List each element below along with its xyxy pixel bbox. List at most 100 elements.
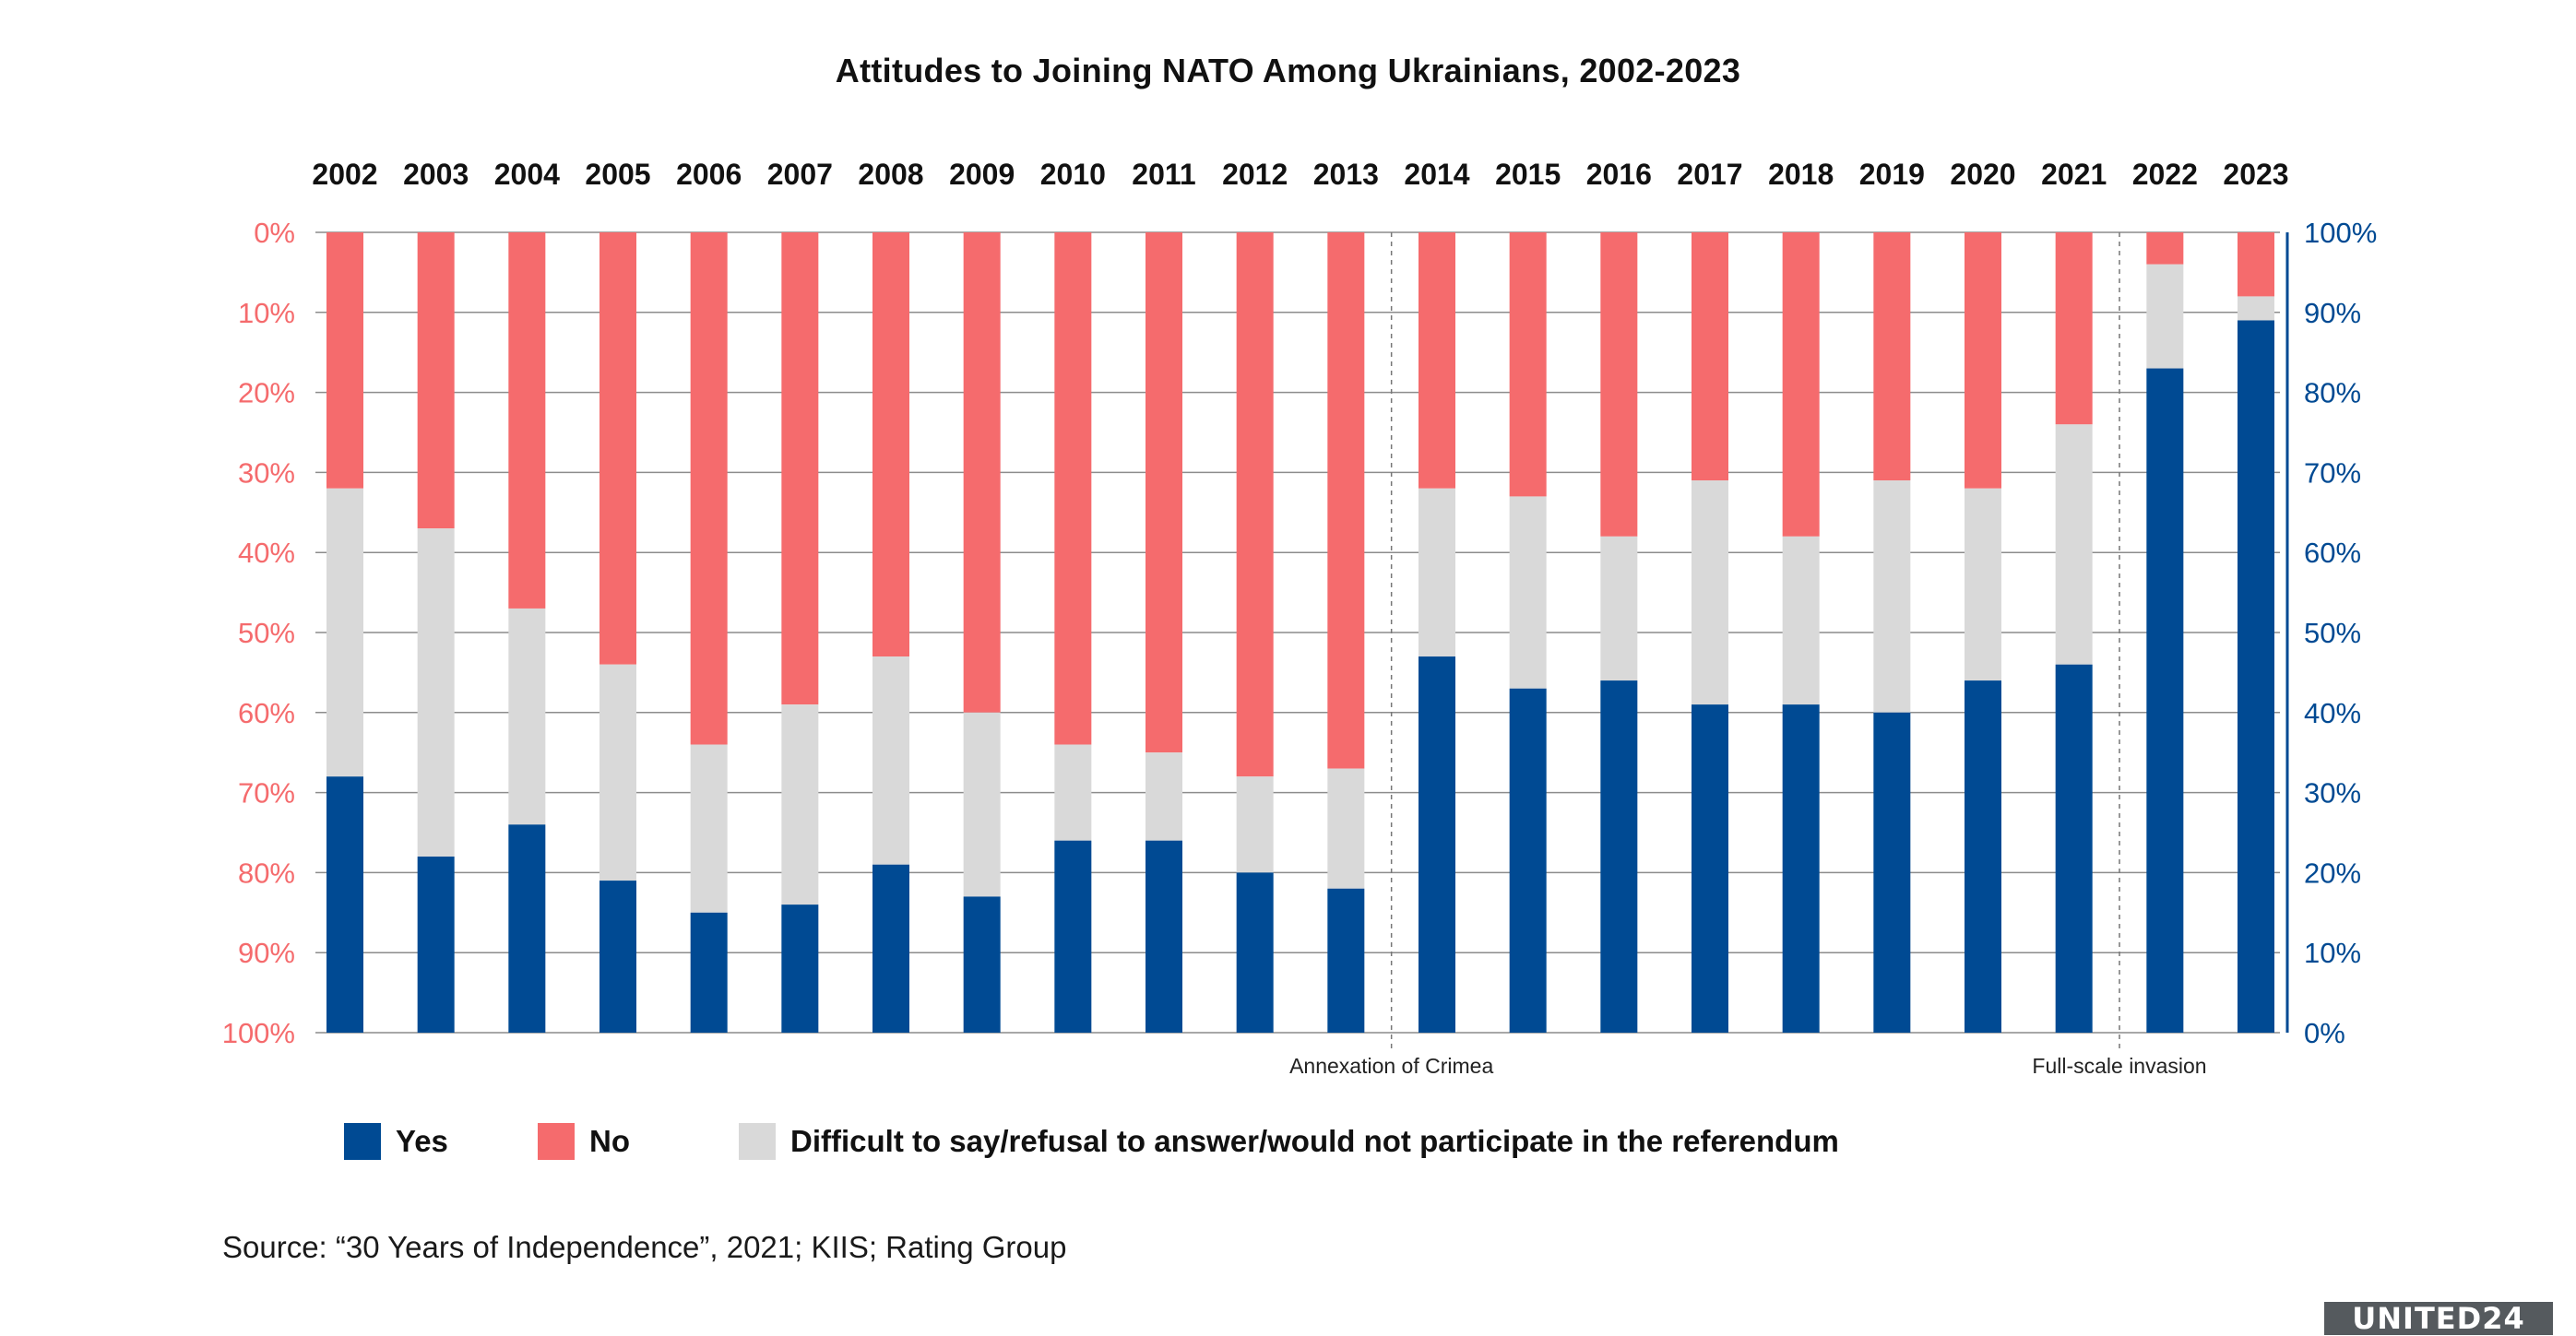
bar-no xyxy=(1146,232,1182,753)
left-axis-tick-label: 70% xyxy=(238,777,295,810)
x-axis-year-label: 2020 xyxy=(1950,158,2015,191)
annotation-label: Annexation of Crimea xyxy=(1289,1054,1493,1078)
right-axis-tick-label: 30% xyxy=(2304,777,2361,810)
bar-difficult xyxy=(1965,488,2001,681)
bar-difficult xyxy=(1600,536,1638,681)
bar-difficult xyxy=(1509,496,1547,689)
bar-no xyxy=(326,232,363,489)
left-axis-tick-label: 50% xyxy=(238,617,295,649)
right-axis-tick-label: 60% xyxy=(2304,537,2361,569)
legend-item-difficult: Difficult to say/refusal to answer/would… xyxy=(739,1121,1839,1162)
bar-difficult xyxy=(1054,744,1092,841)
legend-swatch-difficult xyxy=(739,1123,776,1160)
bar-difficult xyxy=(1419,488,1455,657)
x-axis-year-label: 2023 xyxy=(2223,158,2288,191)
x-axis-year-label: 2012 xyxy=(1222,158,1288,191)
right-axis-tick-label: 0% xyxy=(2304,1017,2345,1049)
left-axis-tick-label: 90% xyxy=(238,937,295,969)
bar-yes xyxy=(326,776,363,1033)
right-axis-tick-label: 40% xyxy=(2304,697,2361,729)
bar-difficult xyxy=(417,528,455,857)
right-axis-tick-label: 10% xyxy=(2304,937,2361,969)
bar-difficult xyxy=(599,664,636,881)
legend-item-yes: Yes xyxy=(344,1121,448,1162)
bar-no xyxy=(873,232,909,657)
bar-yes xyxy=(2146,368,2184,1033)
x-axis-year-label: 2018 xyxy=(1768,158,1834,191)
left-axis-tick-label: 40% xyxy=(238,537,295,569)
bar-yes xyxy=(1146,840,1182,1033)
bar-no xyxy=(690,232,728,745)
bar-yes xyxy=(1965,680,2001,1033)
left-axis-tick-label: 0% xyxy=(254,217,295,249)
bar-difficult xyxy=(1146,752,1182,841)
right-axis-tick-label: 90% xyxy=(2304,297,2361,329)
bar-no xyxy=(1419,232,1455,489)
bar-yes xyxy=(2055,664,2093,1033)
x-axis-year-label: 2016 xyxy=(1586,158,1652,191)
right-axis-tick-label: 70% xyxy=(2304,456,2361,489)
x-axis-year-label: 2019 xyxy=(1859,158,1925,191)
bar-yes xyxy=(1782,704,1820,1033)
bar-no xyxy=(2238,232,2274,297)
x-axis-year-label: 2003 xyxy=(403,158,469,191)
right-axis-tick-label: 100% xyxy=(2304,217,2377,249)
bar-difficult xyxy=(1782,536,1820,705)
legend-item-no: No xyxy=(538,1121,630,1162)
left-axis-tick-label: 30% xyxy=(238,456,295,489)
bar-difficult xyxy=(508,608,546,825)
right-axis-tick-label: 80% xyxy=(2304,377,2361,409)
united24-logo: UNITED24 xyxy=(2324,1302,2553,1335)
bar-no xyxy=(1327,232,1365,769)
x-axis-year-label: 2014 xyxy=(1404,158,1469,191)
legend-label-difficult: Difficult to say/refusal to answer/would… xyxy=(790,1124,1839,1158)
bar-yes xyxy=(1327,888,1365,1033)
bar-yes xyxy=(1692,704,1728,1033)
x-axis-year-label: 2010 xyxy=(1040,158,1106,191)
left-axis-tick-label: 100% xyxy=(222,1017,295,1049)
bar-no xyxy=(1600,232,1638,537)
bar-no xyxy=(1782,232,1820,537)
right-axis-tick-label: 50% xyxy=(2304,617,2361,649)
bar-yes xyxy=(690,912,728,1033)
bar-difficult xyxy=(1692,480,1728,705)
bar-difficult xyxy=(690,744,728,913)
legend-swatch-yes xyxy=(344,1123,381,1160)
annotation-label: Full-scale invasion xyxy=(2032,1054,2206,1078)
bar-difficult xyxy=(2146,264,2184,369)
right-axis-tick-label: 20% xyxy=(2304,857,2361,889)
bar-yes xyxy=(873,864,909,1033)
bar-difficult xyxy=(1236,776,1274,873)
chart-title: Attitudes to Joining NATO Among Ukrainia… xyxy=(835,52,1741,89)
bar-difficult xyxy=(781,704,819,905)
left-axis-tick-label: 10% xyxy=(238,297,295,329)
bar-yes xyxy=(1600,680,1638,1033)
bar-difficult xyxy=(326,488,363,777)
bar-no xyxy=(1692,232,1728,481)
bar-no xyxy=(417,232,455,529)
x-axis-year-label: 2021 xyxy=(2041,158,2107,191)
bar-difficult xyxy=(963,712,1001,897)
bar-difficult xyxy=(1327,768,1365,889)
left-axis-tick-label: 20% xyxy=(238,377,295,409)
x-axis-year-label: 2005 xyxy=(585,158,650,191)
x-axis-year-label: 2013 xyxy=(1313,158,1379,191)
bar-yes xyxy=(508,824,546,1033)
left-axis-tick-label: 80% xyxy=(238,857,295,889)
bar-no xyxy=(508,232,546,609)
bar-no xyxy=(599,232,636,665)
bar-no xyxy=(963,232,1001,713)
bar-yes xyxy=(963,896,1001,1033)
source-note: Source: “30 Years of Independence”, 2021… xyxy=(222,1230,1067,1264)
x-axis-year-label: 2015 xyxy=(1495,158,1561,191)
bar-no xyxy=(781,232,819,705)
bar-no xyxy=(2146,232,2184,265)
bar-no xyxy=(1965,232,2001,489)
x-axis-year-label: 2002 xyxy=(312,158,377,191)
legend-label-yes: Yes xyxy=(396,1124,448,1158)
x-axis-year-label: 2008 xyxy=(858,158,923,191)
x-axis-year-label: 2004 xyxy=(494,158,560,191)
bar-yes xyxy=(1236,872,1274,1033)
bar-no xyxy=(1873,232,1911,481)
